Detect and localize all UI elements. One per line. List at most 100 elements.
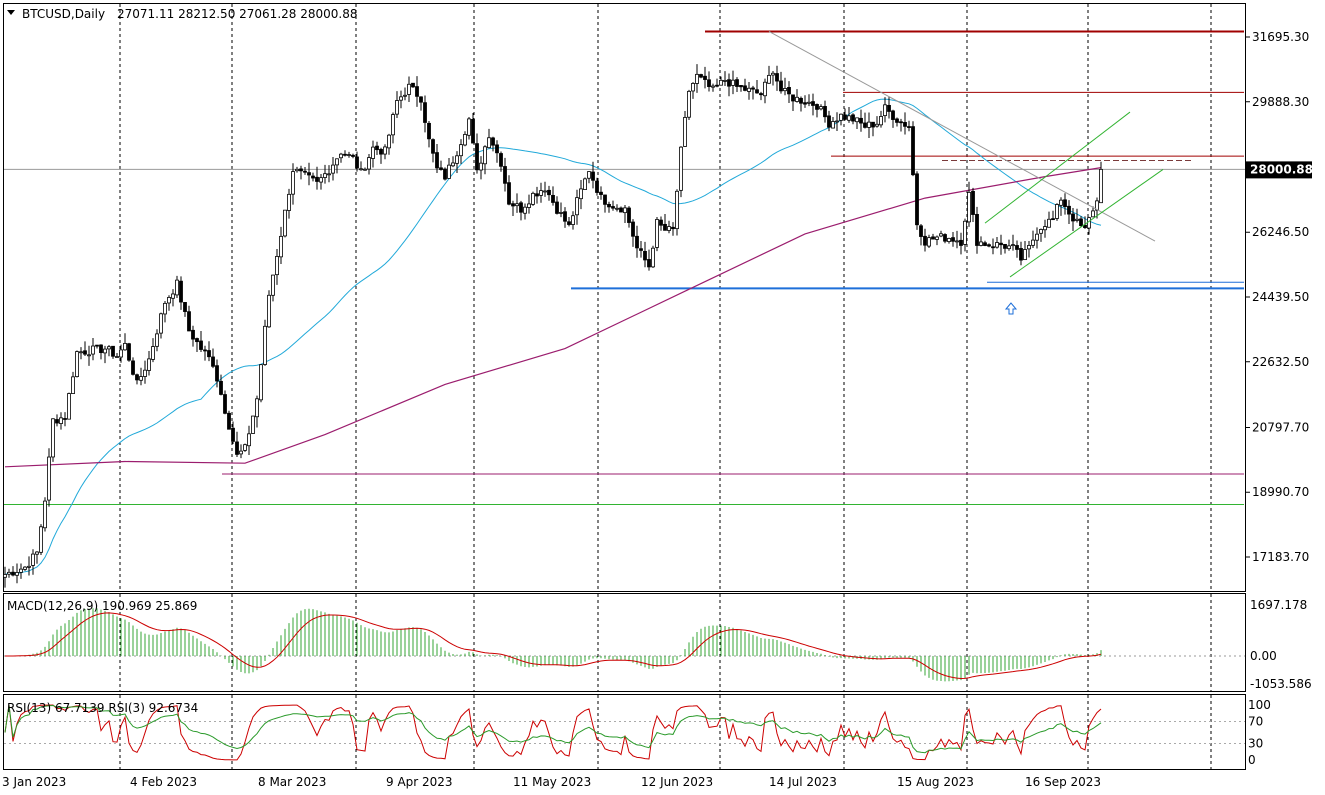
candle-body	[327, 173, 331, 176]
candle-body	[735, 79, 739, 87]
candle-body	[639, 248, 643, 251]
candle-body	[567, 221, 571, 225]
candle-body	[175, 279, 179, 296]
candle-body	[207, 350, 211, 358]
candle-body	[239, 450, 243, 455]
candle-body	[411, 82, 415, 88]
candle-body	[415, 86, 419, 97]
x-axis-label: 12 Jun 2023	[641, 775, 713, 789]
candle-body	[363, 168, 367, 171]
candle-body	[635, 235, 639, 249]
candle-body	[83, 350, 87, 355]
candle-body	[319, 177, 323, 183]
y-axis-label: 29888.30	[1252, 95, 1309, 109]
candle-body	[619, 207, 623, 213]
candle-body	[431, 139, 435, 154]
candle-body	[407, 83, 411, 95]
channel-lower	[1009, 169, 1164, 278]
candle-body	[731, 79, 735, 86]
candle-body	[891, 110, 895, 120]
candle-body	[255, 398, 259, 418]
candle-body	[875, 123, 879, 127]
candle-body	[959, 239, 963, 246]
candle-body	[1059, 199, 1063, 206]
ohlc-readout: 27071.11 28212.50 27061.28 28000.88	[117, 7, 357, 21]
candle-body	[79, 351, 83, 354]
candle-body	[19, 568, 23, 573]
candle-body	[727, 79, 731, 87]
candle-body	[895, 118, 899, 123]
candle-body	[851, 114, 855, 122]
candle-body	[87, 354, 91, 357]
candle-body	[291, 171, 295, 195]
macd-panel[interactable]	[3, 593, 1246, 692]
candle-body	[383, 146, 387, 155]
rsi-fast-line	[4, 704, 1102, 761]
candle-body	[1067, 205, 1071, 215]
y-axis-label: 20797.70	[1252, 420, 1309, 434]
candle-body	[287, 193, 291, 211]
price-panel[interactable]	[3, 3, 1246, 592]
candle-body	[163, 302, 167, 315]
candle-body	[99, 344, 103, 354]
candle-body	[295, 168, 299, 172]
candle-body	[915, 173, 919, 226]
candle-body	[719, 79, 723, 86]
candle-body	[351, 154, 355, 157]
candle-body	[71, 376, 75, 394]
candle-body	[827, 115, 831, 128]
candle-body	[171, 293, 175, 299]
rsi-slow-line	[4, 704, 1102, 754]
candle-body	[55, 419, 59, 424]
candle-body	[783, 88, 787, 92]
candle-body	[283, 209, 287, 237]
candle-body	[723, 79, 727, 82]
candle-body	[427, 122, 431, 140]
candle-body	[111, 345, 115, 357]
candle-body	[519, 202, 523, 213]
candle-body	[871, 121, 875, 128]
candle-body	[715, 84, 719, 87]
candle-body	[1051, 218, 1055, 221]
candle-body	[1091, 210, 1095, 218]
candle-body	[879, 116, 883, 126]
candle-body	[899, 121, 903, 124]
candle-body	[215, 365, 219, 382]
candle-body	[167, 297, 171, 304]
candle-body	[927, 237, 931, 247]
candle-body	[1055, 204, 1059, 219]
candle-body	[887, 104, 891, 112]
candle-body	[491, 137, 495, 146]
candle-body	[1011, 244, 1015, 247]
candle-body	[435, 152, 439, 169]
candle-body	[739, 85, 743, 88]
candle-body	[603, 194, 607, 205]
channel-upper	[984, 111, 1131, 224]
candle-body	[483, 146, 487, 165]
symbol-title: BTCUSD,Daily	[22, 7, 105, 21]
candle-body	[1019, 248, 1023, 261]
symbol-dropdown-icon[interactable]	[7, 10, 15, 15]
candle-body	[1015, 245, 1019, 250]
candle-body	[27, 565, 31, 568]
candle-body	[67, 393, 71, 420]
candle-body	[439, 167, 443, 170]
candle-body	[343, 153, 347, 156]
candlestick-series	[3, 64, 1103, 588]
candle-body	[823, 106, 827, 118]
candle-body	[59, 417, 63, 424]
x-axis-label: 15 Aug 2023	[897, 775, 974, 789]
ma-short-line	[4, 98, 1102, 575]
candle-body	[775, 73, 779, 82]
candle-body	[755, 89, 759, 94]
candle-body	[11, 571, 15, 576]
candle-body	[947, 237, 951, 242]
candle-body	[139, 376, 143, 381]
candle-body	[539, 190, 543, 196]
candle-body	[835, 120, 839, 123]
candle-body	[795, 96, 799, 102]
candle-body	[375, 145, 379, 151]
candle-body	[595, 180, 599, 193]
candle-body	[995, 242, 999, 248]
